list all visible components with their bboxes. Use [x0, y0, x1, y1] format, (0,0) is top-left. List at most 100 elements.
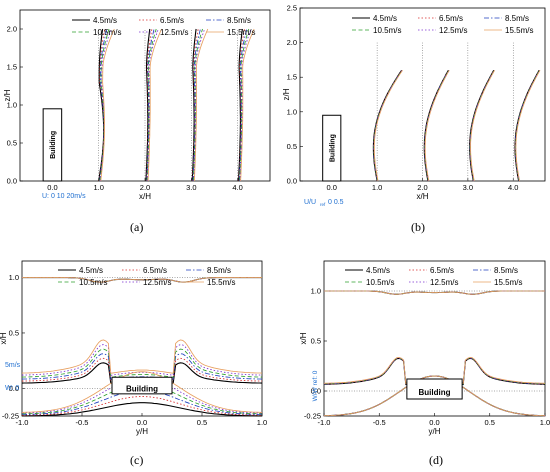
- profile-line: [193, 28, 209, 182]
- scale-note-subscript: ref: [320, 202, 326, 207]
- legend-label-5: 12.5m/s: [160, 28, 188, 37]
- profile-line: [324, 375, 545, 417]
- x-tick-label: 0.0: [47, 183, 57, 192]
- x-tick-label: -1.0: [318, 418, 331, 427]
- y-axis-label: x/H: [299, 332, 308, 344]
- profile-line: [373, 70, 403, 182]
- legend-label-5: 12.5m/s: [430, 278, 458, 287]
- profile-line: [469, 70, 495, 182]
- building-block: [42, 108, 63, 182]
- y-axis-label: z/H: [3, 89, 12, 101]
- profile-line: [514, 70, 540, 182]
- x-axis-label: y/H: [136, 427, 148, 436]
- legend-label-3: 8.5m/s: [227, 16, 251, 25]
- scale-note: U: 0 10 20m/s: [42, 193, 86, 200]
- y-axis-label: x/H: [0, 332, 8, 344]
- profile-line: [22, 402, 262, 417]
- x-tick-label: -0.5: [373, 418, 386, 427]
- profile-line: [373, 70, 403, 182]
- scale-note: 5m/s: [5, 362, 21, 369]
- profile-line: [424, 70, 450, 182]
- profile-line: [21, 353, 263, 380]
- x-tick-label: 0.5: [485, 418, 495, 427]
- profile-line: [372, 69, 403, 182]
- profile-line: [424, 70, 450, 182]
- x-tick-label: 1.0: [540, 418, 550, 427]
- y-tick-label: 0.0: [7, 177, 17, 186]
- profile-line: [99, 28, 110, 182]
- profile-line: [147, 28, 159, 182]
- y-tick-label: 2.5: [287, 4, 297, 13]
- x-tick-label: 4.0: [232, 183, 242, 192]
- y-tick-label: 1.5: [287, 73, 297, 82]
- profile-line: [193, 28, 206, 182]
- y-tick-label: 0.0: [287, 177, 297, 186]
- scale-values: 0 0.5: [328, 199, 344, 206]
- x-tick-label: 0.0: [137, 418, 147, 427]
- legend-label-5: 12.5m/s: [143, 278, 171, 287]
- legend-label-6: 15.5m/s: [207, 278, 235, 287]
- legend-label-3: 8.5m/s: [505, 14, 529, 23]
- x-tick-label: 3.0: [186, 183, 196, 192]
- profile-line: [514, 70, 540, 182]
- profile-line: [238, 28, 248, 182]
- legend-label-3: 8.5m/s: [207, 266, 231, 275]
- profile-line: [240, 28, 255, 182]
- profile-line: [373, 70, 403, 182]
- x-tick-label: 2.0: [417, 183, 427, 192]
- profile-line: [515, 70, 541, 182]
- legend-label-5: 12.5m/s: [439, 26, 467, 35]
- legend-label-1: 4.5m/s: [93, 16, 117, 25]
- profile-line: [21, 344, 263, 376]
- profile-line: [423, 70, 449, 182]
- x-tick-label: 0.5: [197, 418, 207, 427]
- y-axis-label: z/H: [282, 88, 291, 100]
- y-tick-label: -0.25: [304, 412, 321, 421]
- profile-line: [324, 290, 545, 295]
- profile-line: [469, 70, 495, 182]
- x-axis-label: x/H: [417, 192, 429, 201]
- y-tick-label: 1.0: [9, 273, 19, 282]
- scale-note-2: W: 0: [5, 385, 19, 392]
- profile-line: [192, 28, 201, 182]
- profile-line: [21, 348, 263, 378]
- legend-label-3: 8.5m/s: [494, 266, 518, 275]
- panel-b: 0.0 1.0 2.0 3.0 4.0 0.0 0.5 1.0 1.5 2.0 2.5 x/H z/H B…: [282, 4, 546, 234]
- panel-label: (b): [411, 220, 425, 234]
- legend-label-4: 10.5m/s: [366, 278, 394, 287]
- legend-label-2: 6.5m/s: [439, 14, 463, 23]
- profile-line: [21, 371, 263, 413]
- profile-line: [192, 28, 203, 182]
- x-tick-label: 3.0: [463, 183, 473, 192]
- profile-line: [514, 70, 540, 182]
- building-label: Building: [419, 388, 451, 397]
- y-tick-label: 1.0: [311, 287, 321, 296]
- profile-line: [469, 70, 495, 182]
- y-tick-label: 0.0: [311, 387, 321, 396]
- profile-line: [424, 70, 450, 182]
- legend-label-6: 15.5m/s: [505, 26, 533, 35]
- profile-line: [515, 70, 541, 182]
- panel-c: -1.0 -0.5 0.0 0.5 1.0 -0.25 0.0 0.5 1.0 y/H x/H Bui…: [0, 260, 267, 467]
- y-tick-label: -0.25: [2, 412, 19, 421]
- y-tick-label: 0.5: [311, 337, 321, 346]
- x-tick-label: 4.0: [508, 183, 518, 192]
- profile-line: [469, 70, 495, 182]
- profile-line: [21, 339, 263, 374]
- legend-label-1: 4.5m/s: [373, 14, 397, 23]
- scale-note: U/U: [304, 199, 316, 206]
- y-tick-label: 0.5: [9, 328, 19, 337]
- profile-line: [22, 277, 262, 283]
- legend-label-4: 10.5m/s: [373, 26, 401, 35]
- x-tick-label: 1.0: [257, 418, 267, 427]
- profile-line: [373, 70, 403, 182]
- profile-line: [100, 28, 115, 182]
- y-tick-label: 0.5: [7, 139, 17, 148]
- panel-label: (d): [429, 453, 443, 467]
- profile-line: [239, 28, 250, 182]
- panel-label: (c): [130, 453, 143, 467]
- legend-label-1: 4.5m/s: [79, 266, 103, 275]
- panel-d: -1.0 -0.5 0.0 0.5 1.0 -0.25 0.0 0.5 1.0 y/H x/H Bui…: [299, 260, 550, 467]
- profile-line: [424, 70, 450, 182]
